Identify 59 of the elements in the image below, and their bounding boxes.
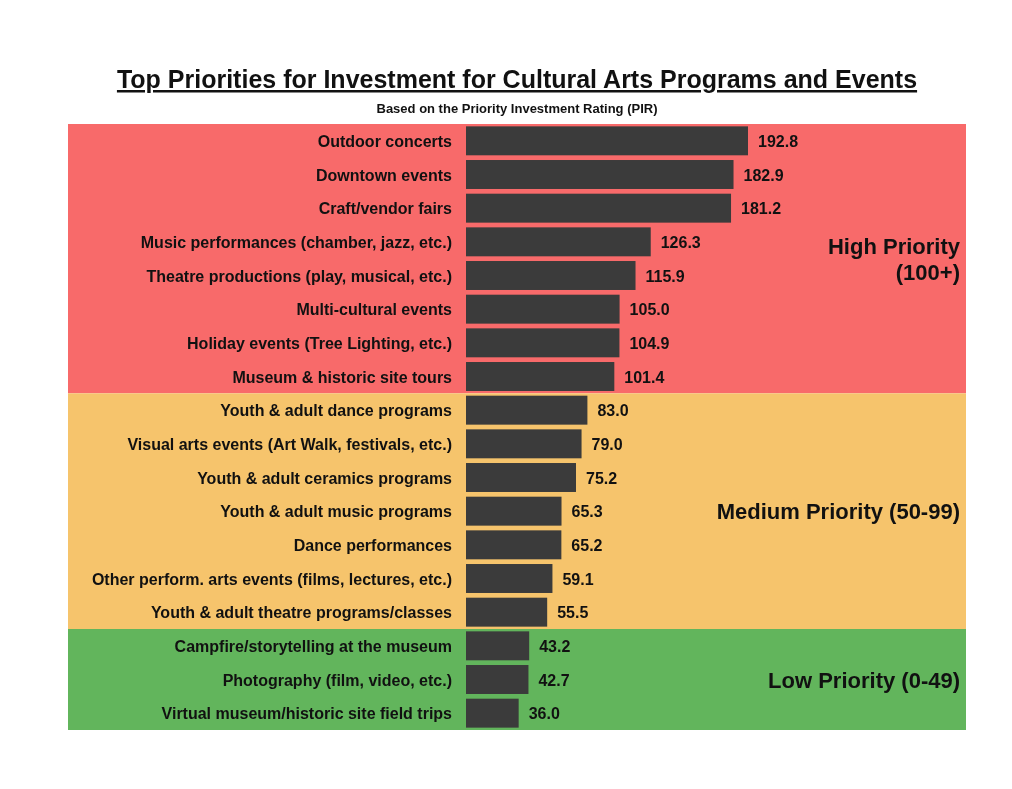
data-label: 104.9 <box>629 334 670 352</box>
bar <box>466 429 582 459</box>
y-tick-label: Multi-cultural events <box>296 301 453 319</box>
bar <box>466 665 529 694</box>
bar <box>466 261 636 290</box>
y-tick-label: Music performances (chamber, jazz, etc.) <box>140 233 452 251</box>
bar <box>466 597 548 627</box>
data-label: 75.2 <box>585 469 618 487</box>
data-label: 181.2 <box>741 200 782 218</box>
bar <box>466 126 748 156</box>
bar <box>466 395 588 425</box>
y-tick-label: Visual arts events (Art Walk, festivals, etc.) <box>127 435 452 453</box>
y-tick-label: Holiday events (Tree Lighting, etc.) <box>187 334 452 352</box>
data-label: 59.1 <box>562 570 594 588</box>
y-tick-label: Other perform. arts events (films, lectures, etc.) <box>91 570 452 588</box>
y-tick-label: Campfire/storytelling at the museum <box>174 637 452 655</box>
y-tick-label: Dance performances <box>293 536 453 554</box>
chart-subtitle: Based on the Priority Investment Rating (PIR) <box>376 101 658 116</box>
bar <box>466 160 734 189</box>
band-label: Medium Priority (50-99) <box>716 499 960 525</box>
data-label: 192.8 <box>758 132 799 150</box>
bar <box>466 362 615 391</box>
y-tick-label: Virtual museum/historic site field trips <box>161 705 453 723</box>
y-tick-label: Photography (film, video, etc.) <box>222 671 452 689</box>
bar <box>466 294 620 324</box>
bar <box>466 328 620 358</box>
data-label: 101.4 <box>624 368 665 386</box>
data-label: 83.0 <box>597 402 629 420</box>
data-label: 36.0 <box>528 705 560 723</box>
y-tick-label: Theatre productions (play, musical, etc.) <box>146 267 452 285</box>
bar <box>466 631 530 661</box>
y-tick-label: Craft/vendor fairs <box>318 200 453 218</box>
data-label: 65.3 <box>571 503 603 521</box>
bar <box>466 227 651 257</box>
data-label: 43.2 <box>539 637 571 655</box>
y-tick-label: Museum & historic site tours <box>232 368 453 386</box>
band-label: Low Priority (0-49) <box>768 667 960 693</box>
bar <box>466 193 732 223</box>
y-tick-label: Youth & adult theatre programs/classes <box>150 604 453 622</box>
data-label: 182.9 <box>743 166 784 184</box>
data-label: 79.0 <box>591 435 623 453</box>
y-tick-label: Youth & adult music programs <box>220 503 453 521</box>
chart-title: Top Priorities for Investment for Cultural Arts Programs and Events <box>116 65 918 93</box>
data-label: 65.2 <box>571 536 603 554</box>
bar <box>466 698 519 728</box>
data-label: 126.3 <box>660 233 701 251</box>
y-tick-label: Youth & adult dance programs <box>220 402 453 420</box>
bar <box>466 463 576 492</box>
y-tick-label: Downtown events <box>315 166 453 184</box>
y-tick-label: Outdoor concerts <box>317 132 453 150</box>
data-label: 55.5 <box>557 604 589 622</box>
data-label: 105.0 <box>629 301 670 319</box>
band-label: High Priority (100+) <box>827 233 961 285</box>
bar <box>466 496 562 526</box>
data-label: 42.7 <box>538 671 570 689</box>
data-label: 115.9 <box>645 267 685 285</box>
bar <box>466 564 553 593</box>
y-tick-label: Youth & adult ceramics programs <box>197 469 453 487</box>
bar <box>466 530 562 560</box>
